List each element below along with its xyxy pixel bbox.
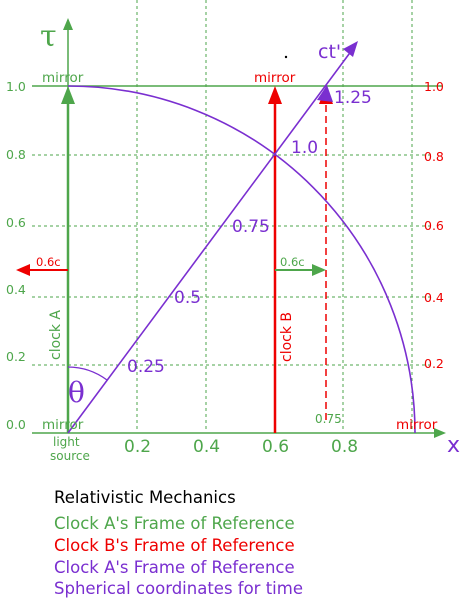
velocity-left-arrow-icon bbox=[16, 264, 30, 276]
ct-prime-mark: 0.5 bbox=[174, 288, 201, 308]
velocity-left-label: 0.6c bbox=[36, 255, 61, 269]
right-tick-label: 0.4 bbox=[424, 290, 444, 305]
ct-prime-label: ct' bbox=[318, 41, 341, 63]
left-tick-label: 1.0 bbox=[6, 79, 26, 94]
caption-line4: Spherical coordinates for time bbox=[54, 579, 303, 598]
theta-arc bbox=[67, 366, 108, 381]
light-source-label-line2: source bbox=[50, 449, 90, 463]
theta-label: θ bbox=[68, 376, 85, 409]
caption-line1: Clock A's Frame of Reference bbox=[54, 514, 295, 533]
right-tick-label: 0.6 bbox=[424, 218, 444, 233]
time-arc bbox=[67, 85, 416, 434]
caption-title: Relativistic Mechanics bbox=[54, 488, 236, 507]
left-tick-label: 0.4 bbox=[6, 282, 26, 297]
right-tick-label: 0.8 bbox=[424, 149, 444, 164]
ct-prime-mark: 1.25 bbox=[334, 88, 372, 108]
light-source-label-line1: light bbox=[53, 435, 80, 449]
clock-a-label: clock A bbox=[48, 310, 64, 360]
x-tick-label: 0.6 bbox=[262, 437, 289, 457]
tau-axis-arrow-icon bbox=[63, 18, 73, 30]
ct-prime-125-arrow-icon bbox=[317, 85, 333, 102]
x-tick-label: 0.4 bbox=[193, 437, 220, 457]
clock-b-arrow-icon bbox=[268, 86, 282, 104]
left-tick-label: 0.2 bbox=[6, 349, 26, 364]
caption-line2: Clock B's Frame of Reference bbox=[54, 536, 295, 555]
dot bbox=[284, 55, 288, 59]
ct-prime-mark: 0.75 bbox=[232, 217, 270, 237]
velocity-right-arrow-icon bbox=[312, 264, 326, 276]
caption-line3: Clock A's Frame of Reference bbox=[54, 558, 295, 577]
ct-prime-line bbox=[67, 49, 353, 434]
grid bbox=[32, 0, 432, 432]
right-tick-label: 0.2 bbox=[424, 356, 444, 371]
left-tick-label: 0.8 bbox=[6, 147, 26, 162]
ct-prime-mark: 1.0 bbox=[291, 138, 318, 158]
right-tick-labels: 0.2 0.4 0.6 0.8 1.0 bbox=[424, 79, 444, 371]
mirror-top-b-label: mirror bbox=[254, 70, 296, 86]
x-tick-label: 0.8 bbox=[331, 437, 358, 457]
left-tick-labels: 0.0 0.2 0.4 0.6 0.8 1.0 bbox=[6, 79, 26, 432]
x-tick-label: 0.2 bbox=[124, 437, 151, 457]
ct-prime-marks: 0.25 0.5 0.75 1.0 1.25 bbox=[127, 88, 372, 377]
tau-label: τ bbox=[40, 19, 57, 54]
mirror-bottom-a-label: mirror bbox=[42, 417, 84, 433]
clock-b-label: clock B bbox=[279, 312, 295, 362]
left-tick-label: 0.0 bbox=[6, 417, 26, 432]
x-label: x bbox=[447, 433, 460, 458]
ct-prime-mark: 0.25 bbox=[127, 357, 165, 377]
left-tick-label: 0.6 bbox=[6, 215, 26, 230]
x-axis-arrow-icon bbox=[434, 428, 446, 438]
right-tick-label: 1.0 bbox=[424, 79, 444, 94]
velocity-right-label: 0.6c bbox=[280, 255, 305, 269]
clock-a-arrow-icon bbox=[61, 86, 75, 104]
tick-075-label: 0.75 bbox=[315, 412, 342, 426]
ct-prime-arrow-icon bbox=[343, 41, 358, 57]
mirror-bottom-right-label: mirror bbox=[396, 417, 438, 433]
mirror-top-a-label: mirror bbox=[42, 70, 84, 86]
x-tick-labels: 0.2 0.4 0.6 0.8 bbox=[124, 437, 358, 457]
